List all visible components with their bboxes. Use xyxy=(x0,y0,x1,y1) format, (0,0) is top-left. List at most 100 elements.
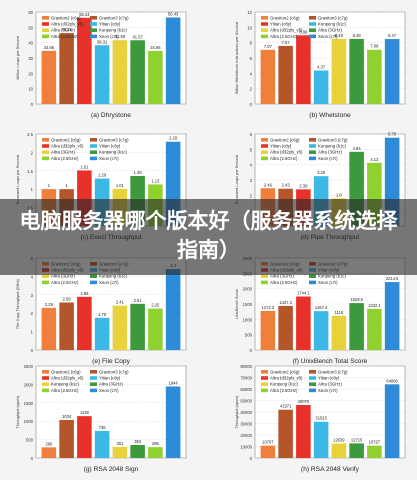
y-tick-label: 3 xyxy=(31,293,34,298)
legend-swatch xyxy=(309,16,316,20)
y-tick-label: 0 xyxy=(31,456,34,461)
legend-entry: Xeon (c7i) xyxy=(318,34,338,39)
legend-swatch xyxy=(90,28,97,32)
bar xyxy=(296,35,311,104)
bar-value-label: 2.89 xyxy=(80,291,89,296)
y-tick-label: 30 xyxy=(28,56,33,61)
legend-entry: Graviton3 (c7g) xyxy=(99,137,129,142)
bar xyxy=(59,302,74,350)
bar-value-label: 1944 xyxy=(169,380,179,385)
bar-value-label: 1.75 xyxy=(98,312,107,317)
legend-entry: Altra (3GHz) xyxy=(318,150,342,155)
bar xyxy=(112,305,128,350)
legend-entry: Graviton2 (c6g) xyxy=(270,369,300,374)
bar-value-label: 12715 xyxy=(351,437,363,442)
bar xyxy=(384,282,400,350)
bar xyxy=(349,303,364,350)
bar-value-label: 2.25 xyxy=(151,303,160,308)
legend-swatch xyxy=(42,34,49,39)
bar xyxy=(77,17,92,104)
bar xyxy=(148,447,163,458)
bar xyxy=(165,386,181,458)
y-tick-label: 60000 xyxy=(240,387,252,392)
legend-swatch xyxy=(261,28,268,32)
bar-value-label: 1.51 xyxy=(80,164,89,169)
bar-value-label: 290 xyxy=(45,441,53,446)
bar-value-label: 1267.4 xyxy=(315,305,328,310)
legend-entry: Xeon (c7i) xyxy=(99,388,119,393)
y-axis-label: Throughput (ops/s) xyxy=(234,395,239,429)
bar xyxy=(278,409,293,458)
legend-swatch xyxy=(309,22,316,26)
legend-entry: Graviton2 (c6g) xyxy=(51,369,81,374)
y-tick-label: 40 xyxy=(28,41,33,46)
legend-swatch xyxy=(90,144,97,148)
legend-entry: Graviton3 (c7g) xyxy=(99,15,129,20)
bar-value-label: 1034 xyxy=(62,414,72,419)
legend-swatch xyxy=(309,150,316,154)
bar-value-label: 1529.5 xyxy=(350,297,363,302)
bar xyxy=(41,50,57,104)
legend-swatch xyxy=(42,274,49,278)
bar xyxy=(384,384,400,458)
bar xyxy=(349,443,364,458)
legend-swatch xyxy=(309,28,316,32)
y-tick-label: 60 xyxy=(28,10,33,15)
legend-entry: Yitian (c8y) xyxy=(270,22,292,27)
banner-overlay: 电脑服务器哪个版本好（服务器系统选择指南） xyxy=(0,199,417,275)
bar xyxy=(41,307,57,350)
bar-value-label: 2.51 xyxy=(134,298,143,303)
legend-entry: Altra (d32pls_v5) xyxy=(51,144,84,149)
y-tick-label: 40000 xyxy=(240,410,252,415)
bar-value-label: 295 xyxy=(152,441,160,446)
y-tick-label: 500 xyxy=(245,333,253,338)
legend-swatch xyxy=(309,138,316,142)
y-tick-label: 0 xyxy=(31,102,34,107)
legend-entry: Graviton2 (c6g) xyxy=(51,137,81,142)
legend-swatch xyxy=(90,274,97,278)
bar-value-label: 8.47 xyxy=(388,33,397,38)
legend-swatch xyxy=(90,370,97,374)
legend-swatch xyxy=(42,16,49,20)
bar-value-label: 8.49 xyxy=(353,33,362,38)
y-tick-label: 20000 xyxy=(240,433,252,438)
legend-swatch xyxy=(309,280,316,285)
y-axis-label: Throughput (ops/s) xyxy=(15,395,20,429)
bar-value-label: 1 xyxy=(65,183,68,188)
legend-entry: Graviton2 (c6g) xyxy=(51,15,81,20)
bar-value-label: 10707 xyxy=(262,440,274,445)
bar-value-label: 1.29 xyxy=(98,173,107,178)
legend-swatch xyxy=(42,150,49,154)
bar xyxy=(331,443,347,458)
legend-swatch xyxy=(90,34,97,39)
y-tick-label: 4 xyxy=(250,71,253,76)
chart-caption: (h) RSA 2048 Verify xyxy=(301,466,360,473)
legend-entry: Yitian (c8y) xyxy=(318,376,340,381)
legend-entry: Altra (3GHz) xyxy=(318,28,342,33)
legend-entry: Altra (2.5GHz) xyxy=(270,34,298,39)
bar xyxy=(367,445,382,458)
bar-value-label: 2.43 xyxy=(282,183,291,188)
bar-value-label: 1.01 xyxy=(116,183,125,188)
y-tick-label: 12 xyxy=(247,10,252,15)
bar-value-label: 353 xyxy=(134,439,142,444)
legend-swatch xyxy=(261,376,268,380)
bar-value-label: 56.24 xyxy=(79,12,90,17)
y-tick-label: 4 xyxy=(250,163,253,168)
bar-value-label: 1116 xyxy=(335,310,344,315)
bar-value-label: 10727 xyxy=(369,440,381,445)
bar xyxy=(77,296,92,350)
legend-swatch xyxy=(42,28,49,32)
legend-entry: Xeon (c7i) xyxy=(99,280,119,285)
bar-value-label: 2.29 xyxy=(45,302,54,307)
bar-value-label: 2214.5 xyxy=(386,276,399,281)
banner-title: 电脑服务器哪个版本好（服务器系统选择指南） xyxy=(19,209,398,262)
legend-entry: Yitian (c8y) xyxy=(270,144,292,149)
legend-entry: Altra (2.5GHz) xyxy=(270,388,298,393)
bar xyxy=(296,296,311,350)
legend-entry: Kunpeng (k1c) xyxy=(99,150,128,155)
bar-value-label: 4.37 xyxy=(317,64,326,69)
bar xyxy=(165,17,181,105)
legend-entry: Altra (2.5GHz) xyxy=(51,156,79,161)
bar-value-label: 56.43 xyxy=(168,11,179,16)
